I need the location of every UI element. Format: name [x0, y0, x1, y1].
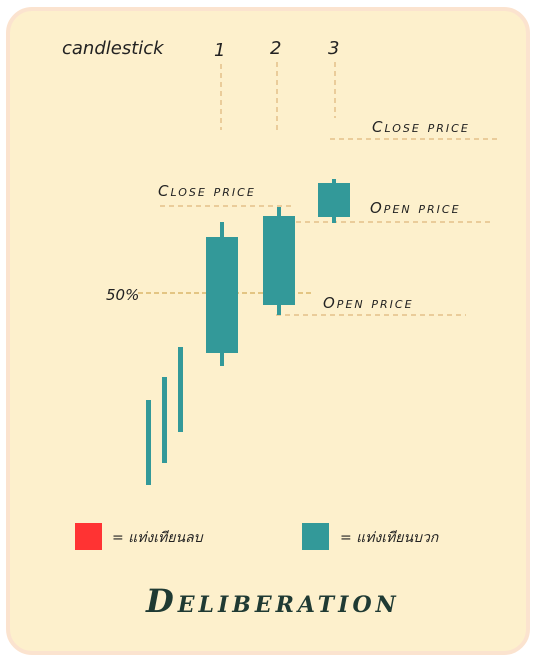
trend-sticks — [146, 347, 183, 485]
candle-3-body — [318, 183, 350, 217]
candle-number-1: 1 — [214, 40, 225, 61]
open-price-2-label: Open price — [323, 294, 414, 312]
positive-candle-label: = แท่งเทียนบวก — [340, 530, 440, 546]
trend-stick-3 — [178, 347, 183, 432]
candle-2 — [263, 207, 295, 315]
candle-number-3: 3 — [328, 38, 339, 59]
close-price-1-label: Close price — [158, 182, 256, 200]
candle-1-body — [206, 237, 238, 353]
candle-number-2: 2 — [270, 38, 281, 59]
trend-stick-2 — [162, 377, 167, 463]
negative-candle-swatch — [75, 523, 102, 550]
candle-2-body — [263, 216, 295, 305]
open-price-3-label: Open price — [370, 199, 461, 217]
page-title: Deliberation — [145, 582, 400, 620]
price-guides — [160, 138, 500, 316]
fifty-percent-label: 50% — [106, 286, 139, 304]
trend-stick-1 — [146, 400, 151, 485]
candle-1 — [206, 222, 238, 366]
positive-candle-swatch — [302, 523, 329, 550]
candle-3 — [318, 179, 350, 223]
close-price-3-label: Close price — [372, 118, 470, 136]
candlestick-label: candlestick — [62, 38, 165, 59]
number-guides — [220, 62, 336, 132]
negative-candle-label: = แท่งเทียนลบ — [112, 530, 204, 546]
